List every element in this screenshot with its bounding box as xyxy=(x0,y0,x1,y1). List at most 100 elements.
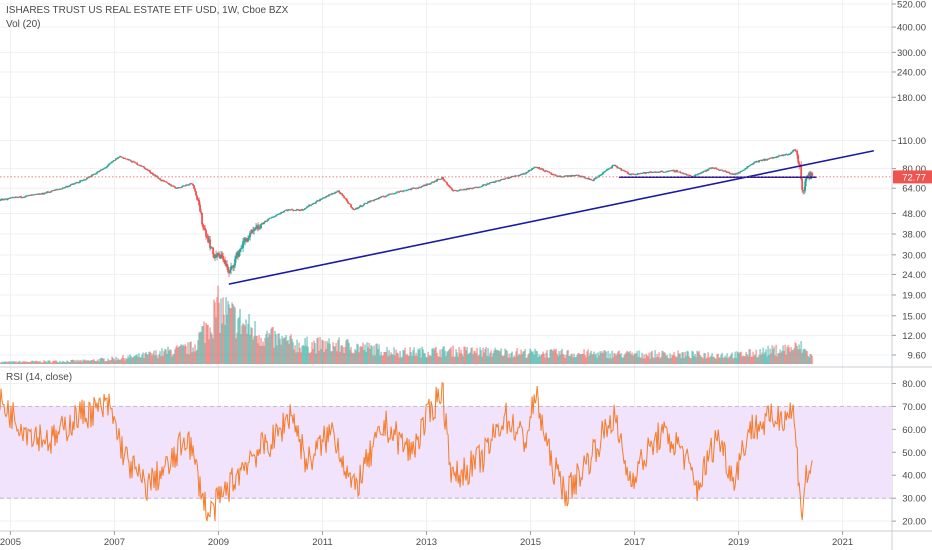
candle-body xyxy=(47,191,49,193)
candle-body xyxy=(17,196,19,198)
candle-body xyxy=(5,198,7,200)
volume-bar xyxy=(7,361,9,364)
volume-bar xyxy=(545,352,548,364)
volume-bar xyxy=(331,351,333,364)
volume-bar xyxy=(637,356,640,364)
candle-body xyxy=(192,183,194,186)
volume-bar xyxy=(551,349,554,364)
volume-bar xyxy=(500,348,503,364)
candle-body xyxy=(285,209,287,211)
candle-body xyxy=(601,173,604,175)
candle-body xyxy=(760,160,763,161)
volume-bar xyxy=(50,362,52,364)
candle-body xyxy=(404,190,406,192)
candle-body xyxy=(207,236,209,243)
candle-body xyxy=(507,177,510,179)
candle-body xyxy=(719,170,722,171)
candle-body xyxy=(437,179,439,180)
candle-body xyxy=(427,184,429,185)
candle-body xyxy=(772,157,775,159)
volume-bar xyxy=(59,360,61,364)
candle-body xyxy=(327,195,329,197)
candle-body xyxy=(55,189,57,191)
volume-bar xyxy=(5,361,7,364)
volume-bar xyxy=(266,330,268,364)
volume-bar xyxy=(634,353,637,364)
candle-body xyxy=(456,190,459,192)
candle-body xyxy=(444,180,446,182)
volume-bar xyxy=(659,358,662,364)
candle-body xyxy=(258,227,260,229)
candle-body xyxy=(257,225,259,229)
volume-bar xyxy=(648,352,651,364)
candle-body xyxy=(801,179,804,190)
volume-bar xyxy=(123,358,125,364)
price-tick-label: 180.00 xyxy=(897,93,926,104)
candle-body xyxy=(87,177,89,179)
volume-bar xyxy=(58,362,60,364)
volume-bar xyxy=(400,357,402,364)
candle-body xyxy=(690,175,693,177)
volume-bar xyxy=(361,346,363,364)
volume-bar xyxy=(66,360,68,364)
candle-body xyxy=(707,169,710,171)
candle-body xyxy=(673,170,676,172)
candle-body xyxy=(513,176,516,178)
volume-bar xyxy=(293,349,295,364)
volume-bar xyxy=(434,347,436,364)
candle-body xyxy=(764,159,767,161)
candle-body xyxy=(278,213,280,215)
candle-body xyxy=(109,163,111,164)
volume-bar xyxy=(232,304,234,364)
volume-bar xyxy=(166,353,168,364)
candle-body xyxy=(583,176,586,178)
volume-bar xyxy=(255,335,257,364)
candle-body xyxy=(678,171,681,173)
volume-bar xyxy=(481,356,484,364)
volume-bar xyxy=(581,353,584,364)
volume-bar xyxy=(180,344,182,364)
candle-body xyxy=(596,177,599,178)
candle-body xyxy=(320,199,322,201)
price-tick-label: 24.00 xyxy=(902,270,926,281)
candle-body xyxy=(445,181,447,183)
candle-body xyxy=(473,187,476,189)
volume-bar xyxy=(522,351,525,364)
candle-body xyxy=(754,161,757,163)
candle-body xyxy=(325,196,327,198)
volume-bar xyxy=(587,349,590,364)
volume-bar xyxy=(671,354,674,364)
volume-bar xyxy=(733,357,736,364)
volume-bar xyxy=(389,355,391,364)
volume-bar xyxy=(233,306,235,364)
candle-body xyxy=(147,169,149,171)
volume-bar xyxy=(391,353,393,364)
candle-body xyxy=(401,190,403,192)
volume-bar xyxy=(268,332,270,364)
volume-bar xyxy=(61,361,63,364)
candle-body xyxy=(292,209,294,211)
candle-body xyxy=(539,168,542,170)
volume-bar xyxy=(606,357,609,364)
candle-body xyxy=(685,173,688,175)
volume-bar xyxy=(574,357,577,364)
candle-body xyxy=(43,193,45,195)
volume-bar xyxy=(144,353,146,364)
volume-bar xyxy=(341,345,343,364)
candle-body xyxy=(582,176,585,178)
volume-bar xyxy=(595,353,598,364)
volume-bar xyxy=(691,350,694,364)
candle-body xyxy=(88,176,90,178)
volume-bar xyxy=(101,357,103,364)
candle-body xyxy=(766,159,769,161)
volume-bar xyxy=(45,361,47,364)
volume-bar xyxy=(220,298,222,364)
volume-bar xyxy=(599,351,602,364)
volume-bar xyxy=(385,351,387,364)
candle-body xyxy=(53,189,55,192)
volume-bar xyxy=(211,334,213,364)
volume-bar xyxy=(194,344,196,364)
candle-body xyxy=(60,188,62,190)
candle-body xyxy=(66,186,68,188)
